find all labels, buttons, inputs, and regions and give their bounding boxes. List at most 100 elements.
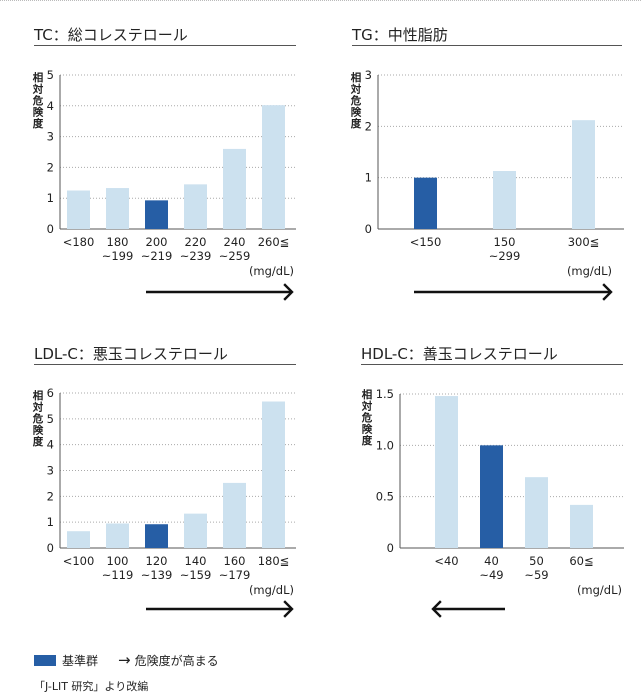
x-tick-label: ~119 [102, 568, 134, 582]
y-axis-label-char: 相 [33, 389, 44, 402]
bar [106, 188, 129, 229]
unit-label: (mg/dL) [249, 264, 294, 278]
x-tick-label: ~59 [524, 568, 548, 582]
bar [106, 523, 129, 548]
title-rule-tc [34, 45, 296, 46]
title-rule-tg [352, 45, 622, 46]
y-tick-label: 4 [47, 438, 54, 452]
x-tick-label: 180 [107, 235, 129, 249]
x-tick-label: ~199 [102, 249, 134, 263]
y-tick-label: 1 [47, 515, 54, 529]
unit-label: (mg/dL) [567, 264, 612, 278]
unit-label: (mg/dL) [249, 583, 294, 597]
bar [493, 170, 516, 229]
y-axis-label-char: 度 [33, 117, 44, 130]
x-tick-label: ~259 [219, 249, 251, 263]
trend-arrow-head [283, 600, 294, 618]
x-tick-label: ~139 [141, 568, 173, 582]
unit-label: (mg/dL) [577, 583, 622, 597]
legend-arrow-label: 危険度が高まる [134, 654, 219, 668]
y-axis-label-char: 対 [32, 401, 44, 414]
x-tick-label: <40 [434, 554, 458, 568]
trend-arrow-head [283, 283, 294, 301]
bar-reference [145, 524, 168, 548]
source-note: 「J-LIT 研究」より改編 [34, 680, 149, 693]
x-tick-label: 150 [494, 235, 516, 249]
y-tick-label: 1 [365, 171, 372, 185]
bar [570, 504, 593, 548]
y-tick-label: 0 [387, 541, 394, 555]
bar [67, 531, 90, 548]
y-tick-label: 1 [47, 191, 54, 205]
bar-reference [145, 200, 168, 229]
y-axis-label-char: 危 [32, 412, 44, 425]
x-tick-label: 180≦ [258, 554, 290, 568]
bar [525, 477, 548, 548]
x-tick-label: 40 [484, 554, 499, 568]
chart-title-ldl: LDL-C：悪玉コレステロール [34, 345, 228, 363]
x-tick-label: 240 [224, 235, 246, 249]
x-tick-label: 60≦ [569, 554, 593, 568]
bar [572, 120, 595, 229]
x-tick-label: 100 [107, 554, 129, 568]
trend-arrow-head [431, 600, 442, 618]
arrow-right-icon: → [118, 651, 131, 669]
y-axis-label-char: 対 [32, 83, 44, 96]
y-axis-label-char: 対 [361, 400, 373, 413]
y-axis-label-char: 度 [33, 435, 44, 448]
legend-reference-swatch [34, 655, 56, 666]
y-axis-label-char: 険 [351, 106, 362, 119]
y-tick-label: 0 [47, 541, 54, 555]
y-axis-label-char: 危 [350, 94, 362, 107]
y-tick-label: 4 [47, 99, 54, 113]
y-axis-label-char: 険 [362, 423, 373, 436]
x-tick-label: 260≦ [258, 235, 290, 249]
y-axis-label-char: 相 [33, 71, 44, 84]
x-tick-label: ~239 [180, 249, 212, 263]
top-dotted-rule [0, 0, 641, 1]
x-tick-label: <150 [410, 235, 442, 249]
x-tick-label: <180 [63, 235, 95, 249]
y-axis-label-char: 危 [32, 94, 44, 107]
y-axis-label-char: 度 [351, 117, 362, 130]
y-tick-label: 2 [47, 160, 54, 174]
y-tick-label: 3 [365, 68, 372, 82]
x-tick-label: 220 [185, 235, 207, 249]
y-axis-label-char: 危 [361, 411, 373, 424]
y-tick-label: 1.5 [376, 387, 394, 401]
y-tick-label: 2 [47, 489, 54, 503]
legend-reference-label: 基準群 [62, 654, 99, 668]
x-tick-label: ~219 [141, 249, 173, 263]
y-tick-label: 2 [365, 119, 372, 133]
x-tick-label: 160 [224, 554, 246, 568]
trend-arrow-head [602, 283, 613, 301]
bar [262, 401, 285, 548]
y-tick-label: 3 [47, 464, 54, 478]
y-tick-label: 0 [365, 222, 372, 236]
y-tick-label: 6 [47, 386, 54, 400]
y-axis-label-char: 険 [33, 106, 44, 119]
bar [223, 148, 246, 229]
x-tick-label: ~299 [489, 249, 521, 263]
x-tick-label: <100 [63, 554, 95, 568]
title-rule-ldl [34, 364, 296, 365]
bar [184, 513, 207, 548]
y-axis-label-char: 対 [350, 83, 362, 96]
bar [435, 396, 458, 548]
y-tick-label: 5 [47, 68, 54, 82]
x-tick-label: 50 [529, 554, 544, 568]
bar [67, 190, 90, 229]
bar-reference [480, 445, 503, 548]
x-tick-label: ~179 [219, 568, 251, 582]
x-tick-label: 120 [146, 554, 168, 568]
y-tick-label: 5 [47, 412, 54, 426]
bar [262, 105, 285, 229]
y-axis-label-char: 度 [362, 434, 373, 447]
y-axis-label-char: 相 [351, 71, 362, 84]
x-tick-label: ~49 [479, 568, 503, 582]
y-tick-label: 1.0 [376, 438, 394, 452]
